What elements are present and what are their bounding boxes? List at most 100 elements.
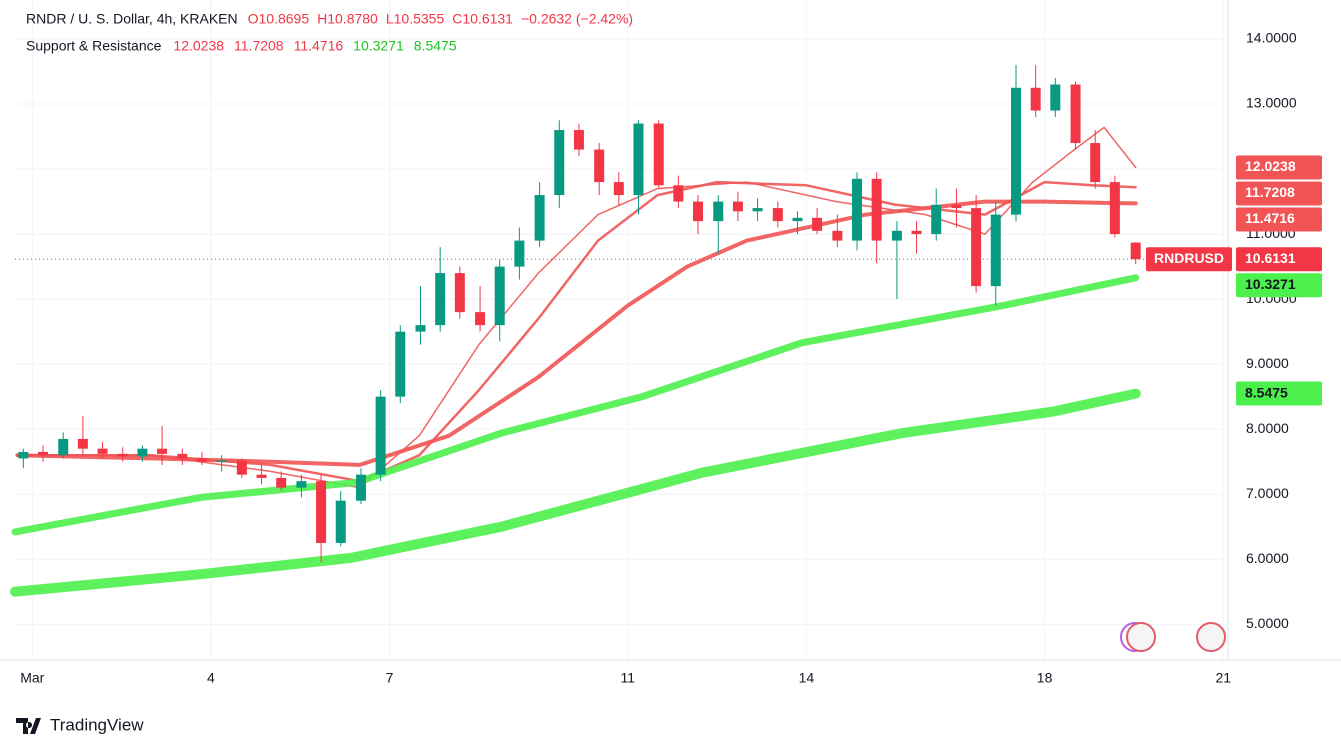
ohlc-value: C10.6131 xyxy=(452,11,513,27)
candle-body xyxy=(1090,143,1101,183)
candle-body xyxy=(395,331,406,397)
value-box-label: 10.3271 xyxy=(1245,276,1296,292)
value-box xyxy=(1236,273,1322,298)
y-tick-label: 5.0000 xyxy=(1246,615,1289,631)
candle-body xyxy=(931,204,942,235)
ma-line xyxy=(11,274,1140,536)
candle-body xyxy=(891,230,902,241)
indicator-value: 11.7208 xyxy=(234,38,284,54)
candle-body xyxy=(475,312,486,326)
candle-body xyxy=(673,185,684,202)
candle-body xyxy=(37,451,48,456)
y-tick-label: 7.0000 xyxy=(1246,485,1289,501)
y-tick-label: 13.0000 xyxy=(1246,95,1297,111)
y-tick-label: 14.0000 xyxy=(1246,30,1297,46)
value-box-label: 12.0238 xyxy=(1245,158,1296,174)
ohlc-value: L10.5355 xyxy=(386,11,445,27)
candle-body xyxy=(1109,182,1120,235)
candle-body xyxy=(18,451,29,459)
candle-body xyxy=(296,481,307,488)
plot xyxy=(10,65,1228,597)
watermark: TradingView xyxy=(50,715,144,734)
value-box-label: 10.6131 xyxy=(1245,250,1296,266)
candle-body xyxy=(216,460,227,462)
x-tick-label: 21 xyxy=(1215,670,1231,686)
indicator-value: 10.3271 xyxy=(353,38,404,54)
candle-body xyxy=(792,217,803,222)
value-box xyxy=(1236,381,1322,406)
candle-body xyxy=(772,208,783,222)
candle-body xyxy=(871,178,882,241)
x-tick-label: 7 xyxy=(386,670,394,686)
candle-body xyxy=(157,448,168,454)
candle-body xyxy=(77,438,88,449)
candle-body xyxy=(454,273,465,313)
candle-body xyxy=(951,204,962,209)
candle-body xyxy=(653,123,664,186)
indicator-value: 12.0238 xyxy=(173,38,224,54)
candle-body xyxy=(594,149,605,183)
logo xyxy=(16,718,41,734)
x-tick-label: 18 xyxy=(1037,670,1053,686)
candle-body xyxy=(812,217,823,231)
candle-body xyxy=(177,453,188,459)
value-box xyxy=(1236,207,1322,232)
flag-icons xyxy=(1120,622,1226,652)
candle-body xyxy=(137,448,148,457)
candle-body xyxy=(316,481,327,543)
candle-body xyxy=(494,266,505,326)
symbol-box xyxy=(1146,247,1232,272)
candle-body xyxy=(554,130,565,196)
candle-body xyxy=(534,195,545,241)
candle-body xyxy=(1050,84,1061,111)
candle-body xyxy=(435,273,446,326)
indicator-value: 8.5475 xyxy=(414,38,457,54)
candle-body xyxy=(335,500,346,543)
candle-body xyxy=(196,458,207,462)
candle-body xyxy=(752,208,763,212)
candle-body xyxy=(415,325,426,332)
candle-body xyxy=(514,240,525,267)
ohlc-value: H10.8780 xyxy=(317,11,378,27)
candle-body xyxy=(633,123,644,196)
x-tick-label: Mar xyxy=(20,670,44,686)
indicator-name: Support & Resistance xyxy=(26,38,162,54)
candle-body xyxy=(852,178,863,241)
value-box xyxy=(1236,181,1322,206)
value-box-label: 8.5475 xyxy=(1245,384,1288,400)
candle-body xyxy=(990,214,1001,287)
candle-body xyxy=(573,130,584,150)
candle-body xyxy=(732,201,743,212)
change-value: −0.2632 (−2.42%) xyxy=(521,11,633,27)
value-box-label: 11.4716 xyxy=(1245,210,1295,226)
ma-line xyxy=(10,388,1141,597)
y-tick-label: 6.0000 xyxy=(1246,550,1289,566)
candle-body xyxy=(613,182,624,196)
candle-body xyxy=(276,477,287,488)
candle-body xyxy=(1070,84,1081,144)
indicator-value: 11.4716 xyxy=(294,38,344,54)
value-box xyxy=(1236,155,1322,180)
candle-body xyxy=(1030,87,1041,111)
symbol-title: RNDR / U. S. Dollar, 4h, KRAKEN xyxy=(26,11,238,27)
candle-body xyxy=(713,201,724,222)
candle-body xyxy=(236,460,247,475)
labels: 5.00006.00007.00008.00009.000010.000011.… xyxy=(20,30,1322,686)
x-tick-label: 11 xyxy=(620,670,635,686)
y-tick-label: 9.0000 xyxy=(1246,355,1289,371)
value-box xyxy=(1236,247,1322,272)
candle-body xyxy=(832,230,843,241)
x-tick-label: 14 xyxy=(799,670,815,686)
x-tick-label: 4 xyxy=(207,670,215,686)
candle-body xyxy=(375,396,386,475)
candle-body xyxy=(1130,242,1141,260)
symbol-label: RNDRUSD xyxy=(1154,250,1224,266)
candle-body xyxy=(256,474,267,478)
candle-body xyxy=(97,448,108,454)
candle-body xyxy=(117,453,128,457)
candle-body xyxy=(693,201,704,222)
candle-body xyxy=(355,474,366,501)
value-box-label: 11.7208 xyxy=(1245,184,1295,200)
